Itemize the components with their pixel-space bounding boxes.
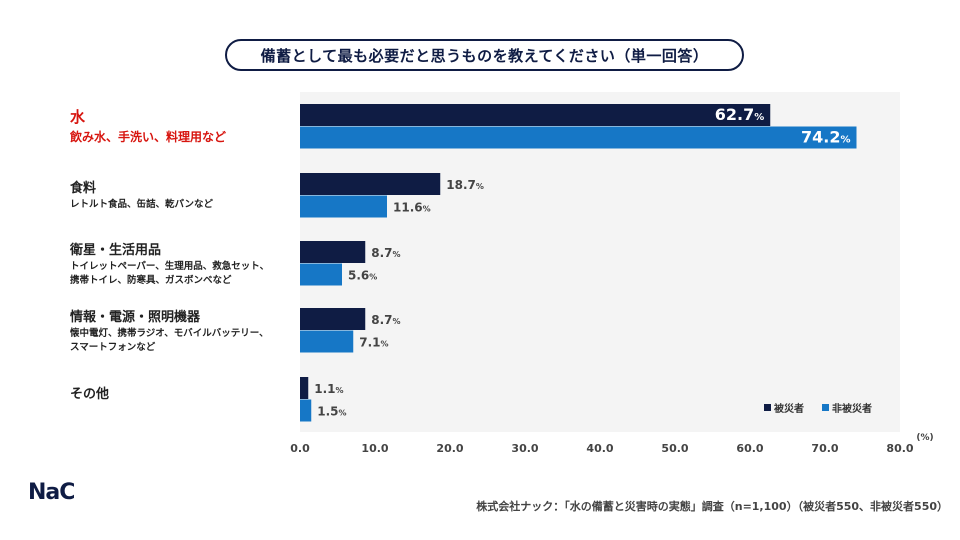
data-label: 5.6%	[348, 269, 377, 283]
category-label: 情報・電源・照明機器懐中電灯、携帯ラジオ、モバイルバッテリー、 スマートフォンな…	[70, 309, 300, 355]
x-tick-label: 10.0	[361, 442, 388, 455]
x-tick-label: 70.0	[811, 442, 838, 455]
bar-non-disaster-1	[300, 195, 387, 218]
data-label: 1.5%	[317, 405, 346, 419]
bar-disaster-4	[300, 377, 309, 399]
category-subtext: 飲み水、手洗い、料理用など	[70, 130, 227, 144]
bar-non-disaster-2	[300, 263, 342, 286]
x-ticks-group: 0.0 10.0 20.0 30.0 40.0 50.0 60.0 70.0 80.0(%)	[290, 433, 933, 455]
category-label: 食料レトルト食品、缶詰、乾パンなど	[70, 180, 300, 212]
bar-non-disaster-4	[300, 399, 312, 422]
category-name: 衛星・生活用品	[70, 243, 162, 258]
nac-logo: NaC	[28, 480, 75, 505]
bar-disaster-3	[300, 308, 366, 330]
data-label: 7.1%	[359, 336, 388, 350]
legend-label: 被災者	[774, 402, 804, 415]
x-tick-label: 30.0	[511, 442, 538, 455]
bar-disaster-1	[300, 173, 441, 195]
legend-swatch	[764, 404, 771, 411]
x-tick-label: 0.0	[290, 442, 310, 455]
source-note: 株式会社ナック：「水の備蓄と災害時の実態」調査（n=1,100）（被災者550、…	[476, 500, 948, 513]
bars-group: 62.7% 74.2% 18.7% 11.6% 8.7% 5.6% 8.7% 7.1% 1.1%…	[300, 104, 857, 422]
bar-non-disaster-0	[300, 126, 857, 149]
category-name: その他	[70, 387, 110, 402]
x-tick-label: 60.0	[736, 442, 763, 455]
category-subtext: レトルト食品、缶詰、乾パンなど	[70, 199, 213, 210]
category-subtext: 懐中電灯、携帯ラジオ、モバイルバッテリー、 スマートフォンなど	[70, 328, 269, 353]
legend-swatch	[822, 404, 829, 411]
x-tick-label: 80.0	[886, 442, 913, 455]
x-tick-label: 50.0	[661, 442, 688, 455]
data-label: 18.7%	[446, 178, 484, 192]
bar-disaster-0	[300, 104, 771, 126]
legend: 被災者 非被災者	[764, 402, 872, 415]
category-label: 水飲み水、手洗い、料理用など	[70, 108, 300, 146]
data-label: 8.7%	[371, 313, 400, 327]
category-subtext: トイレットペーパー、生理用品、救急セット、 携帯トイレ、防寒具、ガスボンベなど	[70, 261, 270, 286]
data-label: 1.1%	[314, 382, 343, 396]
x-tick-label: 20.0	[436, 442, 463, 455]
data-label: 62.7%	[715, 105, 765, 124]
chart-title: 備蓄として最も必要だと思うものを教えてください（単一回答）	[225, 39, 744, 71]
category-label: 衛星・生活用品トイレットペーパー、生理用品、救急セット、 携帯トイレ、防寒具、ガ…	[70, 242, 300, 288]
bar-disaster-2	[300, 241, 366, 263]
category-label: その他	[70, 386, 300, 404]
data-label: 8.7%	[371, 246, 400, 260]
category-name: 情報・電源・照明機器	[70, 310, 201, 325]
category-name: 食料	[70, 181, 97, 196]
data-label: 74.2%	[801, 128, 851, 147]
x-unit-label: (%)	[916, 433, 933, 443]
category-name: 水	[70, 108, 86, 126]
data-label: 11.6%	[393, 201, 431, 215]
bar-non-disaster-3	[300, 330, 354, 353]
legend-label: 非被災者	[832, 402, 872, 415]
x-tick-label: 40.0	[586, 442, 613, 455]
plot-background	[300, 92, 900, 432]
